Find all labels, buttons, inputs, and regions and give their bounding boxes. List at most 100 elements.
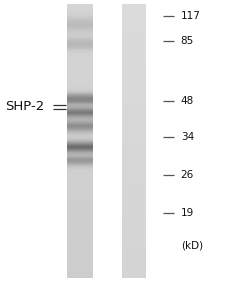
Bar xyxy=(67,231,93,232)
Bar xyxy=(67,168,93,169)
Bar xyxy=(122,66,146,67)
Bar xyxy=(122,120,146,121)
Bar xyxy=(122,76,146,77)
Bar xyxy=(122,266,146,267)
Bar xyxy=(67,102,93,103)
Bar xyxy=(67,142,93,143)
Bar xyxy=(67,96,93,97)
Bar xyxy=(67,52,93,53)
Bar xyxy=(67,234,93,236)
Bar xyxy=(122,21,146,22)
Bar xyxy=(67,63,93,64)
Bar xyxy=(122,205,146,206)
Bar xyxy=(122,94,146,95)
Bar xyxy=(122,217,146,218)
Bar xyxy=(67,156,93,157)
Bar xyxy=(67,265,93,266)
Bar xyxy=(67,182,93,183)
Bar xyxy=(122,168,146,169)
Bar xyxy=(67,189,93,190)
Bar xyxy=(122,75,146,76)
Bar xyxy=(67,101,93,102)
Bar xyxy=(122,243,146,244)
Bar xyxy=(122,103,146,104)
Bar xyxy=(67,226,93,227)
Bar xyxy=(67,272,93,273)
Bar xyxy=(122,254,146,255)
Bar xyxy=(122,101,146,102)
Bar xyxy=(67,248,93,249)
Bar xyxy=(67,158,93,159)
Bar xyxy=(67,40,93,41)
Bar xyxy=(67,22,93,23)
Bar xyxy=(122,10,146,11)
Bar xyxy=(122,145,146,146)
Bar xyxy=(67,193,93,194)
Bar xyxy=(67,174,93,175)
Bar xyxy=(122,245,146,246)
Bar xyxy=(67,249,93,250)
Bar xyxy=(67,91,93,92)
Bar xyxy=(67,112,93,113)
Bar xyxy=(67,106,93,107)
Bar xyxy=(122,173,146,174)
Bar xyxy=(122,165,146,166)
Bar xyxy=(67,149,93,150)
Bar xyxy=(67,177,93,178)
Bar xyxy=(67,113,93,114)
Bar xyxy=(67,26,93,27)
Bar xyxy=(122,128,146,129)
Bar xyxy=(122,14,146,15)
Bar xyxy=(122,57,146,58)
Bar xyxy=(122,113,146,114)
Bar xyxy=(122,37,146,38)
Bar xyxy=(122,262,146,263)
Bar xyxy=(122,136,146,137)
Bar xyxy=(67,82,93,83)
Bar xyxy=(122,233,146,234)
Bar xyxy=(122,182,146,183)
Bar xyxy=(67,48,93,49)
Bar xyxy=(122,36,146,37)
Bar xyxy=(122,151,146,152)
Bar xyxy=(67,210,93,211)
Bar xyxy=(122,150,146,151)
Bar xyxy=(67,7,93,8)
Bar xyxy=(67,50,93,51)
Bar xyxy=(122,132,146,133)
Bar xyxy=(67,211,93,212)
Bar xyxy=(122,62,146,63)
Bar xyxy=(67,116,93,117)
Bar xyxy=(67,72,93,73)
Bar xyxy=(122,39,146,40)
Bar xyxy=(122,226,146,227)
Bar xyxy=(122,268,146,269)
Bar xyxy=(122,84,146,85)
Bar xyxy=(122,24,146,25)
Bar xyxy=(122,176,146,177)
Bar xyxy=(67,20,93,21)
Bar xyxy=(122,73,146,74)
Bar xyxy=(122,159,146,160)
Bar xyxy=(122,206,146,207)
Bar xyxy=(122,163,146,164)
Bar xyxy=(67,138,93,139)
Bar xyxy=(122,142,146,143)
Bar xyxy=(67,242,93,243)
Bar xyxy=(67,24,93,25)
Bar xyxy=(122,115,146,116)
Bar xyxy=(67,51,93,52)
Bar xyxy=(67,4,93,5)
Bar xyxy=(122,138,146,139)
Bar xyxy=(122,83,146,84)
Bar xyxy=(67,259,93,260)
Bar xyxy=(122,33,146,34)
Bar xyxy=(122,130,146,131)
Bar xyxy=(67,93,93,94)
Bar xyxy=(122,19,146,20)
Bar xyxy=(67,47,93,48)
Bar xyxy=(122,146,146,148)
Bar xyxy=(122,78,146,79)
Bar xyxy=(122,166,146,167)
Bar xyxy=(122,273,146,274)
